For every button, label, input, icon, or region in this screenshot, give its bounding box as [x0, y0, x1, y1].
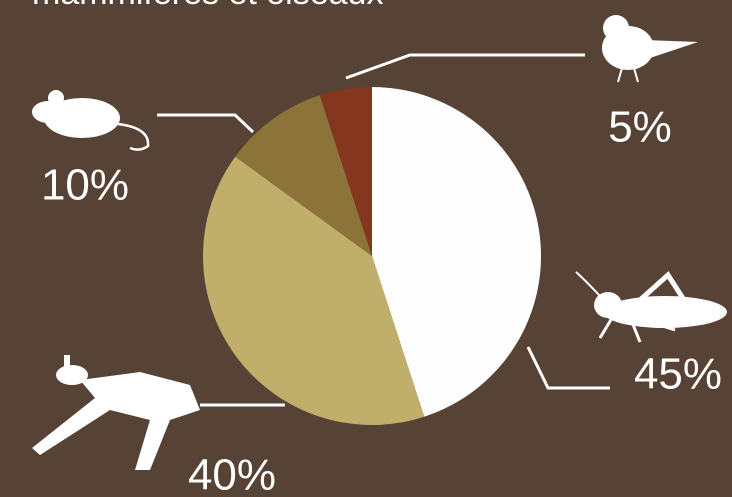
- slice-label: 10%: [41, 161, 129, 210]
- chart-title: mammifères et oiseaux: [32, 0, 383, 12]
- chart: mammifères et oiseaux: [0, 0, 732, 497]
- pie: [203, 87, 541, 425]
- page: {"chart_data": {"type": "pie", "title": …: [0, 0, 732, 497]
- slice-label: 40%: [188, 451, 276, 497]
- slice-label: 5%: [608, 103, 672, 152]
- slice-label: 45%: [634, 350, 722, 399]
